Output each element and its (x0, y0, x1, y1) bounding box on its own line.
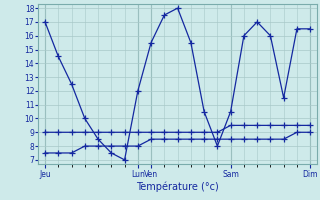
X-axis label: Température (°c): Température (°c) (136, 181, 219, 192)
